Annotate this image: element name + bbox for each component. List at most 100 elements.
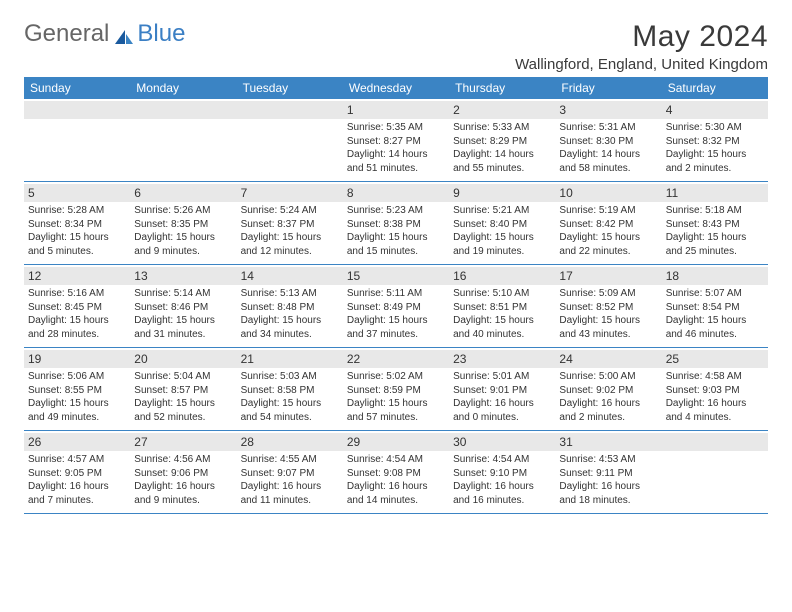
sunrise-text: Sunrise: 5:18 AM xyxy=(666,204,764,218)
daylight-text: Daylight: 16 hours and 16 minutes. xyxy=(453,480,551,507)
sun-info: Sunrise: 5:16 AMSunset: 8:45 PMDaylight:… xyxy=(28,287,126,341)
day-number: 29 xyxy=(343,433,449,451)
sunset-text: Sunset: 8:40 PM xyxy=(453,218,551,232)
day-number: 12 xyxy=(24,267,130,285)
day-number: 1 xyxy=(343,101,449,119)
sun-info: Sunrise: 5:14 AMSunset: 8:46 PMDaylight:… xyxy=(134,287,232,341)
sunset-text: Sunset: 8:59 PM xyxy=(347,384,445,398)
day-number: 15 xyxy=(343,267,449,285)
logo-text-2: Blue xyxy=(137,20,185,48)
daylight-text: Daylight: 15 hours and 46 minutes. xyxy=(666,314,764,341)
sunset-text: Sunset: 8:37 PM xyxy=(241,218,339,232)
sun-info: Sunrise: 5:02 AMSunset: 8:59 PMDaylight:… xyxy=(347,370,445,424)
header: General Blue May 2024 Wallingford, Engla… xyxy=(24,20,768,73)
week-row: 1Sunrise: 5:35 AMSunset: 8:27 PMDaylight… xyxy=(24,99,768,182)
day-number: 5 xyxy=(24,184,130,202)
day-cell: 26 Sunrise: 4:57 AMSunset: 9:05 PMDayligh… xyxy=(24,431,130,513)
sunset-text: Sunset: 8:27 PM xyxy=(347,135,445,149)
sun-info: Sunrise: 5:24 AMSunset: 8:37 PMDaylight:… xyxy=(241,204,339,258)
day-number: 6 xyxy=(130,184,236,202)
daylight-text: Daylight: 15 hours and 15 minutes. xyxy=(347,231,445,258)
sunset-text: Sunset: 8:32 PM xyxy=(666,135,764,149)
daylight-text: Daylight: 16 hours and 18 minutes. xyxy=(559,480,657,507)
sunset-text: Sunset: 9:08 PM xyxy=(347,467,445,481)
sunrise-text: Sunrise: 5:14 AM xyxy=(134,287,232,301)
day-cell xyxy=(24,99,130,181)
sunset-text: Sunset: 8:48 PM xyxy=(241,301,339,315)
day-cell: 23Sunrise: 5:01 AMSunset: 9:01 PMDayligh… xyxy=(449,348,555,430)
weekday-label: Saturday xyxy=(662,77,768,99)
day-number: 7 xyxy=(237,184,343,202)
day-cell: 16Sunrise: 5:10 AMSunset: 8:51 PMDayligh… xyxy=(449,265,555,347)
sunrise-text: Sunrise: 5:09 AM xyxy=(559,287,657,301)
day-number: 16 xyxy=(449,267,555,285)
sun-info: Sunrise: 5:19 AMSunset: 8:42 PMDaylight:… xyxy=(559,204,657,258)
day-cell: 24Sunrise: 5:00 AMSunset: 9:02 PMDayligh… xyxy=(555,348,661,430)
sunset-text: Sunset: 9:06 PM xyxy=(134,467,232,481)
sunrise-text: Sunrise: 4:55 AM xyxy=(241,453,339,467)
sunrise-text: Sunrise: 5:26 AM xyxy=(134,204,232,218)
day-number: 25 xyxy=(662,350,768,368)
day-number: 8 xyxy=(343,184,449,202)
daylight-text: Daylight: 15 hours and 52 minutes. xyxy=(134,397,232,424)
sunset-text: Sunset: 8:38 PM xyxy=(347,218,445,232)
sunrise-text: Sunrise: 5:31 AM xyxy=(559,121,657,135)
logo-text-1: General xyxy=(24,20,109,48)
week-row: 26 Sunrise: 4:57 AMSunset: 9:05 PMDayligh… xyxy=(24,431,768,514)
sunset-text: Sunset: 8:52 PM xyxy=(559,301,657,315)
sunset-text: Sunset: 9:07 PM xyxy=(241,467,339,481)
day-cell: 5 Sunrise: 5:28 AMSunset: 8:34 PMDaylight… xyxy=(24,182,130,264)
daylight-text: Daylight: 16 hours and 7 minutes. xyxy=(28,480,126,507)
sun-info: Sunrise: 5:31 AMSunset: 8:30 PMDaylight:… xyxy=(559,121,657,175)
day-cell: 22Sunrise: 5:02 AMSunset: 8:59 PMDayligh… xyxy=(343,348,449,430)
day-cell: 7 Sunrise: 5:24 AMSunset: 8:37 PMDaylight… xyxy=(237,182,343,264)
day-number xyxy=(662,433,768,451)
week-row: 19Sunrise: 5:06 AMSunset: 8:55 PMDayligh… xyxy=(24,348,768,431)
day-number: 31 xyxy=(555,433,661,451)
day-number: 10 xyxy=(555,184,661,202)
sunrise-text: Sunrise: 5:10 AM xyxy=(453,287,551,301)
weekday-label: Sunday xyxy=(24,77,130,99)
sun-info: Sunrise: 4:57 AMSunset: 9:05 PMDaylight:… xyxy=(28,453,126,507)
sunrise-text: Sunrise: 4:56 AM xyxy=(134,453,232,467)
sunrise-text: Sunrise: 4:54 AM xyxy=(453,453,551,467)
day-cell: 3Sunrise: 5:31 AMSunset: 8:30 PMDaylight… xyxy=(555,99,661,181)
day-number: 20 xyxy=(130,350,236,368)
calendar-body: 1Sunrise: 5:35 AMSunset: 8:27 PMDaylight… xyxy=(24,99,768,514)
daylight-text: Daylight: 14 hours and 51 minutes. xyxy=(347,148,445,175)
logo: General Blue xyxy=(24,20,185,48)
sun-info: Sunrise: 5:28 AMSunset: 8:34 PMDaylight:… xyxy=(28,204,126,258)
day-number: 9 xyxy=(449,184,555,202)
sun-info: Sunrise: 5:01 AMSunset: 9:01 PMDaylight:… xyxy=(453,370,551,424)
day-cell: 25Sunrise: 4:58 AMSunset: 9:03 PMDayligh… xyxy=(662,348,768,430)
day-cell xyxy=(130,99,236,181)
sunrise-text: Sunrise: 5:11 AM xyxy=(347,287,445,301)
sunrise-text: Sunrise: 5:13 AM xyxy=(241,287,339,301)
sun-info: Sunrise: 5:07 AMSunset: 8:54 PMDaylight:… xyxy=(666,287,764,341)
daylight-text: Daylight: 15 hours and 22 minutes. xyxy=(559,231,657,258)
sunset-text: Sunset: 8:54 PM xyxy=(666,301,764,315)
sunset-text: Sunset: 9:03 PM xyxy=(666,384,764,398)
sun-info: Sunrise: 5:00 AMSunset: 9:02 PMDaylight:… xyxy=(559,370,657,424)
day-number: 26 xyxy=(24,433,130,451)
day-number xyxy=(130,101,236,119)
sunrise-text: Sunrise: 4:53 AM xyxy=(559,453,657,467)
day-cell xyxy=(662,431,768,513)
sunrise-text: Sunrise: 5:23 AM xyxy=(347,204,445,218)
daylight-text: Daylight: 15 hours and 49 minutes. xyxy=(28,397,126,424)
sunrise-text: Sunrise: 5:19 AM xyxy=(559,204,657,218)
day-cell: 10 Sunrise: 5:19 AMSunset: 8:42 PMDayligh… xyxy=(555,182,661,264)
sunset-text: Sunset: 8:57 PM xyxy=(134,384,232,398)
sunset-text: Sunset: 9:10 PM xyxy=(453,467,551,481)
day-cell: 18Sunrise: 5:07 AMSunset: 8:54 PMDayligh… xyxy=(662,265,768,347)
day-number: 11 xyxy=(662,184,768,202)
daylight-text: Daylight: 15 hours and 25 minutes. xyxy=(666,231,764,258)
daylight-text: Daylight: 14 hours and 58 minutes. xyxy=(559,148,657,175)
sun-info: Sunrise: 5:21 AMSunset: 8:40 PMDaylight:… xyxy=(453,204,551,258)
sunrise-text: Sunrise: 5:28 AM xyxy=(28,204,126,218)
sun-info: Sunrise: 5:23 AMSunset: 8:38 PMDaylight:… xyxy=(347,204,445,258)
sunrise-text: Sunrise: 5:24 AM xyxy=(241,204,339,218)
day-number: 17 xyxy=(555,267,661,285)
weekday-label: Friday xyxy=(555,77,661,99)
daylight-text: Daylight: 15 hours and 28 minutes. xyxy=(28,314,126,341)
